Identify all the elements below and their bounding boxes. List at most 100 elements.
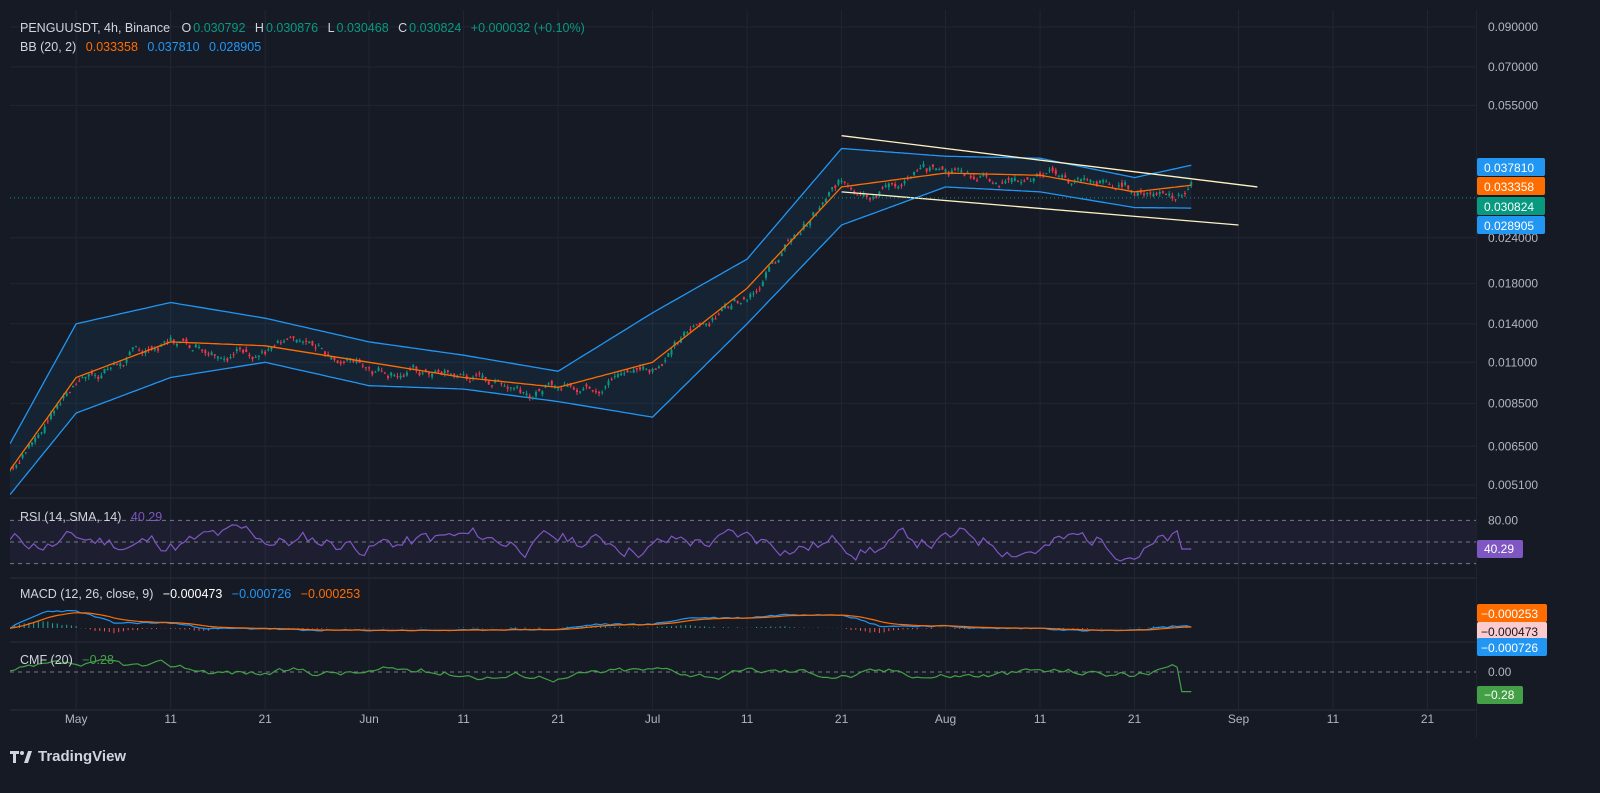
candle-body xyxy=(1013,178,1016,181)
candle-body xyxy=(711,318,714,321)
candle-body xyxy=(695,324,698,326)
candle-body xyxy=(1158,191,1161,194)
candle-body xyxy=(194,344,197,348)
x-tick-label: Aug xyxy=(935,712,956,726)
candle-body xyxy=(976,180,979,182)
candle-body xyxy=(724,304,727,309)
candle-body xyxy=(579,391,582,393)
price-tick-label: 0.018000 xyxy=(1488,277,1538,291)
candle-body xyxy=(450,373,452,375)
price-axis[interactable]: 0.090000 0.070000 0.055000 0.024000 0.018000… xyxy=(1475,10,1600,738)
x-tick-label: 21 xyxy=(835,712,849,726)
candle-body xyxy=(582,388,585,390)
candle-body xyxy=(412,365,415,368)
candle-body xyxy=(1149,192,1152,194)
channel-lower-line xyxy=(841,191,1239,226)
candle-body xyxy=(1029,180,1032,182)
candle-body xyxy=(153,348,156,350)
candle-body xyxy=(81,377,84,379)
candle-body xyxy=(257,355,260,358)
bb-legend[interactable]: BB (20, 2) 0.033358 0.037810 0.028905 xyxy=(20,40,263,54)
candle-body xyxy=(223,358,226,360)
x-tick-label: 11 xyxy=(1327,712,1340,726)
candle-body xyxy=(648,369,651,373)
rsi-legend[interactable]: RSI (14, SMA, 14) 40.29 xyxy=(20,510,164,524)
candle-body xyxy=(591,390,594,392)
rsi-value: 40.29 xyxy=(130,510,163,524)
high-value: 0.030876 xyxy=(265,21,319,35)
tradingview-logo[interactable]: TradingView xyxy=(10,748,126,765)
candle-body xyxy=(446,370,449,373)
candle-body xyxy=(481,375,484,378)
candle-body xyxy=(355,359,358,363)
candle-body xyxy=(72,385,74,388)
candle-body xyxy=(746,300,749,302)
chart-plot-area[interactable]: May 11 21 Jun 11 21 Jul 11 21 Aug 11 21 Sep 11 21 xyxy=(9,10,1476,738)
candle-body xyxy=(635,367,638,370)
candle-body xyxy=(147,348,150,351)
candle-body xyxy=(1190,182,1193,186)
candle-body xyxy=(49,413,52,420)
price-tag xyxy=(1477,197,1545,215)
candle-body xyxy=(541,391,544,395)
macd-legend[interactable]: MACD (12, 26, close, 9) −0.000473 −0.000… xyxy=(20,587,362,601)
candle-body xyxy=(739,302,742,304)
candle-body xyxy=(1105,181,1108,183)
candle-body xyxy=(462,374,465,376)
candle-body xyxy=(87,373,90,377)
x-tick-label: May xyxy=(65,712,88,726)
candle-body xyxy=(97,376,100,379)
macd-tag-label: −0.000473 xyxy=(1481,625,1538,639)
chart-canvas[interactable]: May 11 21 Jun 11 21 Jul 11 21 Aug 11 21 Sep 11 21 xyxy=(9,10,1476,738)
candle-body xyxy=(1168,193,1171,196)
candle-body xyxy=(610,378,613,380)
price-tag-label: 0.037810 xyxy=(1484,161,1534,175)
x-tick-label: 21 xyxy=(551,712,565,726)
candle-body xyxy=(242,349,245,353)
candle-body xyxy=(714,318,717,320)
candle-body xyxy=(1086,179,1089,181)
candle-body xyxy=(150,346,153,350)
candle-body xyxy=(34,438,37,442)
candle-body xyxy=(1010,178,1013,183)
candle-body xyxy=(308,341,311,344)
candle-body xyxy=(191,350,194,352)
candle-body xyxy=(346,359,349,361)
candle-body xyxy=(1039,172,1042,176)
candle-body xyxy=(478,373,481,375)
price-axis-canvas[interactable]: 0.090000 0.070000 0.055000 0.024000 0.018000… xyxy=(1475,10,1600,738)
bb-upper-value: 0.037810 xyxy=(147,40,200,54)
candle-body xyxy=(336,360,339,363)
price-tag-label: 0.033358 xyxy=(1484,180,1534,194)
candle-body xyxy=(1054,169,1057,175)
cmf-legend[interactable]: CMF (20) −0.28 xyxy=(20,653,116,667)
x-tick-label: 11 xyxy=(741,712,754,726)
candle-body xyxy=(569,383,572,387)
candle-body xyxy=(944,169,947,172)
candle-body xyxy=(324,351,326,355)
candle-body xyxy=(585,384,588,387)
open-label: O xyxy=(181,21,192,35)
symbol-legend[interactable]: PENGUUSDT, 4h, Binance O 0.030792 H 0.0308… xyxy=(20,21,587,35)
candle-body xyxy=(928,167,931,171)
candle-body xyxy=(254,357,257,359)
candle-body xyxy=(1089,180,1092,183)
close-label: C xyxy=(398,21,408,35)
candle-body xyxy=(333,356,336,360)
candle-body xyxy=(686,331,689,333)
candle-body xyxy=(112,364,115,366)
candle-body xyxy=(824,198,827,203)
candle-body xyxy=(771,260,774,264)
candle-body xyxy=(1146,192,1149,194)
candle-body xyxy=(765,272,767,278)
candle-body xyxy=(708,323,711,326)
candle-body xyxy=(213,354,216,356)
price-tick-label: 0.006500 xyxy=(1488,439,1538,453)
candle-body xyxy=(1051,167,1054,171)
candle-body xyxy=(1136,192,1139,196)
candle-body xyxy=(1180,195,1183,197)
candle-body xyxy=(122,365,125,367)
candle-body xyxy=(383,372,386,374)
candle-body xyxy=(887,183,890,188)
candle-body xyxy=(188,345,191,349)
